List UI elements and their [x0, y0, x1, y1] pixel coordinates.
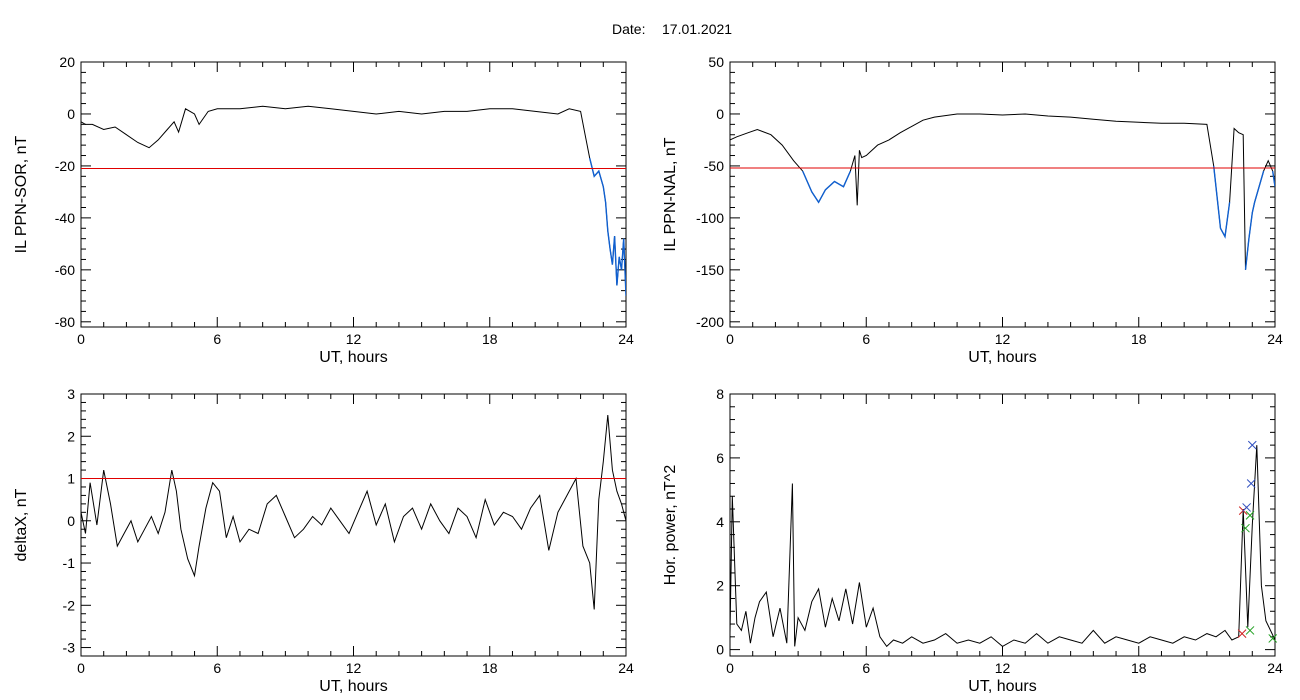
series-highlight — [1244, 170, 1265, 270]
event-marker — [1268, 634, 1278, 643]
marker-stroke — [1245, 511, 1255, 520]
marker-stroke — [1246, 479, 1256, 488]
x-tick-label: 6 — [213, 331, 221, 347]
y-axis-label: IL PPN-NAL, nT — [662, 137, 679, 251]
y-tick-label: 20 — [59, 54, 75, 70]
chart-panel-nal: 0 6 12 18 24 -200 -150 -100 -50 0 50 UT, hours IL PP… — [662, 54, 1283, 366]
x-axis-label: UT, hours — [968, 349, 1036, 366]
event-marker — [1247, 440, 1257, 450]
x-tick-label: 12 — [995, 331, 1011, 347]
y-tick-label: -200 — [696, 314, 724, 330]
y-tick-label: -80 — [55, 314, 75, 330]
y-tick-label: 0 — [716, 642, 724, 658]
y-axis-label: IL PPN-SOR, nT — [13, 135, 30, 253]
x-axis-label: UT, hours — [319, 678, 387, 695]
series-highlight — [802, 170, 852, 204]
plot-frame-power — [729, 393, 1276, 657]
marker-stroke — [1242, 503, 1251, 512]
y-tick-label: 2 — [716, 578, 724, 594]
x-tick-label: 24 — [1267, 331, 1283, 347]
event-marker — [1237, 629, 1247, 638]
y-tick-label: 0 — [67, 106, 75, 122]
x-tick-label: 0 — [726, 331, 734, 347]
y-tick-label: -100 — [696, 210, 724, 226]
x-tick-label: 6 — [213, 660, 221, 676]
y-tick-label: 1 — [67, 471, 75, 487]
y-tick-label: 3 — [67, 386, 75, 402]
date-value: 17.01.2021 — [662, 21, 732, 37]
event-marker — [1241, 523, 1250, 533]
date-label: Date: — [612, 21, 645, 37]
y-tick-label: -60 — [55, 262, 75, 278]
event-marker — [1245, 511, 1255, 520]
y-tick-label: 8 — [716, 386, 724, 402]
series-highlight — [1272, 170, 1275, 187]
x-tick-label: 18 — [482, 331, 498, 347]
x-tick-label: 6 — [862, 660, 870, 676]
x-tick-label: 12 — [346, 660, 362, 676]
x-tick-label: 12 — [995, 660, 1011, 676]
x-tick-label: 12 — [346, 331, 362, 347]
y-tick-label: -40 — [55, 210, 75, 226]
y-tick-label: 6 — [716, 450, 724, 466]
x-tick-label: 18 — [1131, 331, 1147, 347]
plot-frame-nal — [729, 61, 1276, 328]
series-line — [730, 445, 1275, 648]
y-tick-label: 0 — [716, 106, 724, 122]
x-tick-label: 0 — [726, 660, 734, 676]
series-highlight — [1213, 165, 1231, 239]
x-tick-label: 0 — [77, 331, 85, 347]
marker-stroke — [1237, 629, 1247, 638]
y-tick-label: -3 — [63, 640, 76, 656]
y-axis-label: Hor. power, nT^2 — [662, 465, 679, 586]
y-tick-label: -2 — [63, 597, 76, 613]
event-marker — [1242, 503, 1251, 512]
plot-frame-sor — [80, 61, 627, 328]
x-tick-label: 6 — [862, 331, 870, 347]
marker-stroke — [1241, 523, 1250, 533]
series-line — [81, 105, 626, 296]
y-tick-label: 0 — [67, 513, 75, 529]
marker-stroke — [1247, 440, 1257, 450]
x-tick-label: 24 — [1267, 660, 1283, 676]
x-tick-label: 24 — [618, 331, 634, 347]
marker-stroke — [1268, 634, 1278, 643]
y-tick-label: 4 — [716, 514, 724, 530]
marker-stroke — [1245, 626, 1255, 635]
x-axis-label: UT, hours — [319, 349, 387, 366]
x-axis-label: UT, hours — [968, 678, 1036, 695]
y-tick-label: -20 — [55, 158, 75, 174]
series-highlight — [589, 157, 626, 296]
y-tick-label: -50 — [704, 158, 724, 174]
y-tick-label: 50 — [708, 54, 724, 70]
event-marker — [1245, 626, 1255, 635]
x-tick-label: 24 — [618, 660, 634, 676]
x-tick-label: 18 — [482, 660, 498, 676]
y-tick-label: -1 — [63, 555, 76, 571]
chart-panel-sor: 0 6 12 18 24 -80 -60 -40 -20 0 20 UT, hours IL PPN-S… — [13, 54, 634, 366]
x-tick-label: 0 — [77, 660, 85, 676]
y-tick-label: -150 — [696, 262, 724, 278]
x-tick-label: 18 — [1131, 660, 1147, 676]
series-line — [81, 415, 626, 610]
y-tick-label: 2 — [67, 428, 75, 444]
event-marker — [1246, 479, 1256, 488]
y-axis-label: deltaX, nT — [13, 488, 30, 561]
